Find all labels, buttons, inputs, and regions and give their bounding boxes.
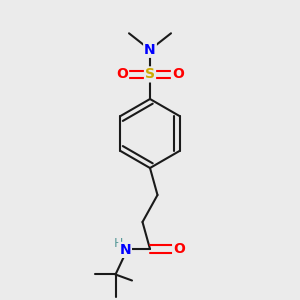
Text: H: H xyxy=(114,237,123,250)
Text: O: O xyxy=(116,68,128,81)
Text: N: N xyxy=(144,43,156,57)
Text: N: N xyxy=(119,243,131,257)
Text: O: O xyxy=(172,68,184,81)
Text: S: S xyxy=(145,68,155,81)
Text: O: O xyxy=(173,242,185,256)
